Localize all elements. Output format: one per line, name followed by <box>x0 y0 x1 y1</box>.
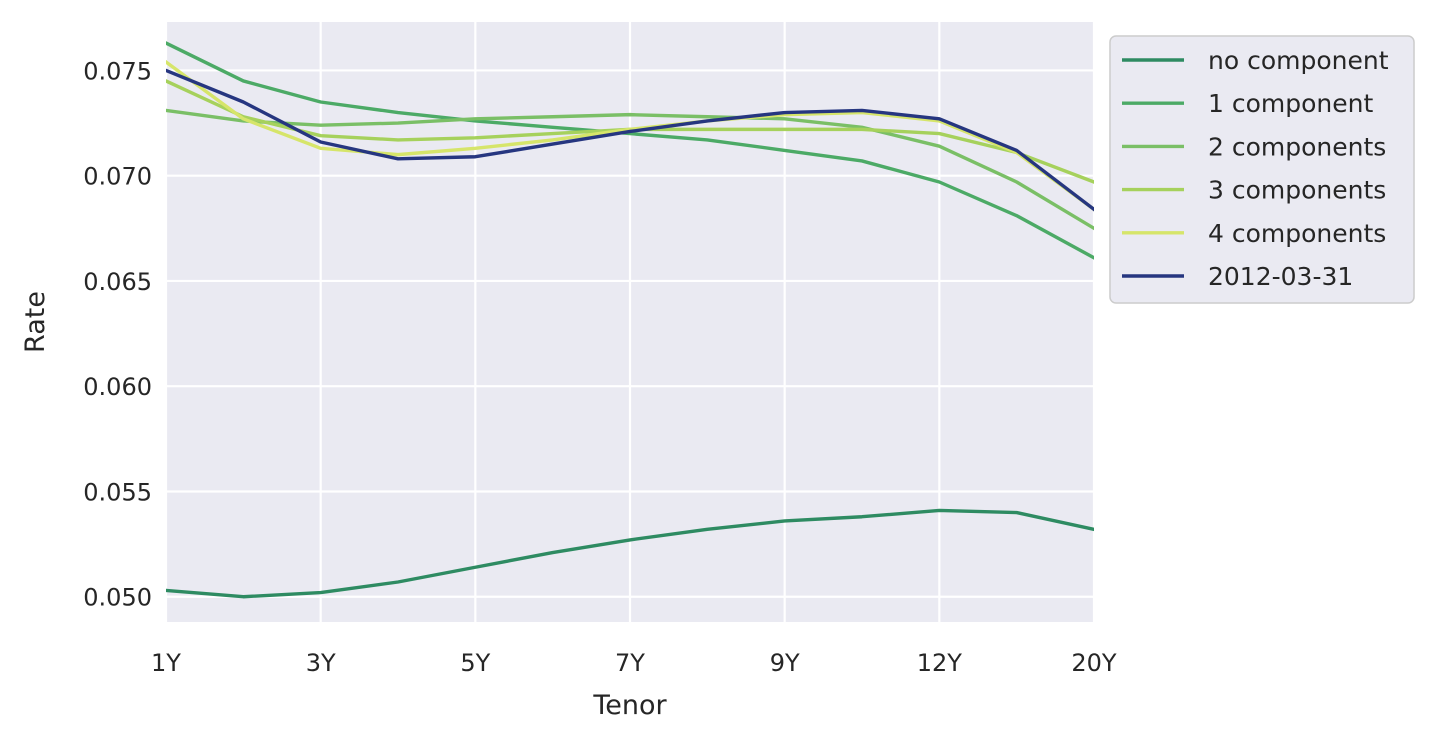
series-line <box>166 41 1094 260</box>
x-tick-label: 9Y <box>770 649 800 677</box>
legend-box <box>1109 35 1415 304</box>
legend-label: 3 components <box>1208 176 1386 205</box>
x-tick-label: 20Y <box>1071 649 1117 677</box>
y-axis-label: Rate <box>20 291 51 353</box>
legend-label: 1 component <box>1208 89 1373 118</box>
y-tick-label: 0.075 <box>83 57 152 85</box>
series-line <box>166 108 1094 231</box>
legend: no component 1 component 2 components 3 com… <box>1109 35 1415 304</box>
y-tick-label: 0.070 <box>83 163 152 191</box>
y-tick-label: 0.055 <box>83 478 152 506</box>
x-tick-label: 7Y <box>615 649 645 677</box>
x-axis-label: Tenor <box>592 690 667 721</box>
y-tick-label: 0.065 <box>83 268 152 296</box>
x-tick-label: 12Y <box>917 649 963 677</box>
series-line <box>166 68 1094 212</box>
legend-label: 2 components <box>1208 132 1386 161</box>
x-tick-label: 1Y <box>151 649 181 677</box>
y-tick-label: 0.050 <box>83 584 152 612</box>
x-tick-label: 3Y <box>306 649 336 677</box>
legend-label: no component <box>1208 46 1389 75</box>
legend-label: 2012-03-31 <box>1208 262 1353 291</box>
x-tick-label: 5Y <box>460 649 490 677</box>
series-group <box>166 41 1094 599</box>
y-tick-label: 0.060 <box>83 373 152 401</box>
series-line <box>166 59 1094 212</box>
legend-label: 4 components <box>1208 219 1386 248</box>
series-line <box>166 508 1094 599</box>
